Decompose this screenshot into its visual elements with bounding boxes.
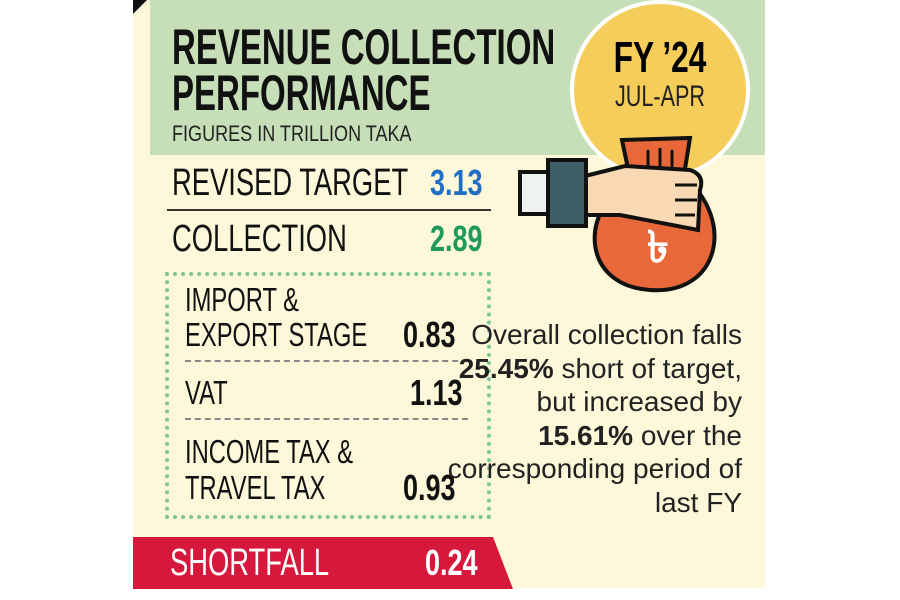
shortfall-label: SHORTFALL xyxy=(170,542,330,584)
summary-note: Overall collection falls 25.45% short of… xyxy=(442,318,742,519)
hand xyxy=(583,163,704,233)
note-text: Overall collection falls xyxy=(471,319,742,350)
fy-label: FY ’24 xyxy=(613,33,707,82)
collection-label: COLLECTION xyxy=(172,218,347,260)
divider xyxy=(185,360,468,362)
vat-label: VAT xyxy=(185,374,228,411)
growth-percent: 15.61% xyxy=(538,419,634,451)
fy-badge: FY ’24 JUL-APR xyxy=(570,35,750,113)
divider xyxy=(185,418,468,420)
import-export-value: 0.83 xyxy=(403,314,456,355)
title-line-1: REVENUE COLLECTION xyxy=(172,19,556,75)
corner-mark xyxy=(133,0,147,14)
divider xyxy=(167,209,491,211)
shortfall-value: 0.24 xyxy=(425,542,478,583)
money-bag-illustration: ৳ xyxy=(518,0,750,293)
import-export-label-1: IMPORT & xyxy=(185,281,299,318)
cuff xyxy=(546,158,588,228)
collection-value: 2.89 xyxy=(430,218,483,259)
revised-target-value: 3.13 xyxy=(430,162,483,203)
vat-value: 1.13 xyxy=(410,372,463,413)
income-tax-label-1: INCOME TAX & xyxy=(185,433,354,470)
subtitle: FIGURES IN TRILLION TAKA xyxy=(172,121,412,146)
note-text: short of target, but increased by xyxy=(536,352,742,418)
income-tax-label-2: TRAVEL TAX xyxy=(185,469,326,506)
sleeve xyxy=(518,170,552,216)
taka-icon: ৳ xyxy=(647,222,669,273)
note-text: over the corresponding period of last FY xyxy=(447,419,742,518)
breakdown-box xyxy=(165,272,491,519)
period-label: JUL-APR xyxy=(614,80,706,113)
revised-target-label: REVISED TARGET xyxy=(172,162,409,204)
shortfall-bar xyxy=(133,537,513,589)
shortfall-percent: 25.45% xyxy=(458,352,554,384)
title-line-2: PERFORMANCE xyxy=(172,65,431,121)
import-export-label-2: EXPORT STAGE xyxy=(185,316,368,353)
income-tax-value: 0.93 xyxy=(403,467,456,508)
